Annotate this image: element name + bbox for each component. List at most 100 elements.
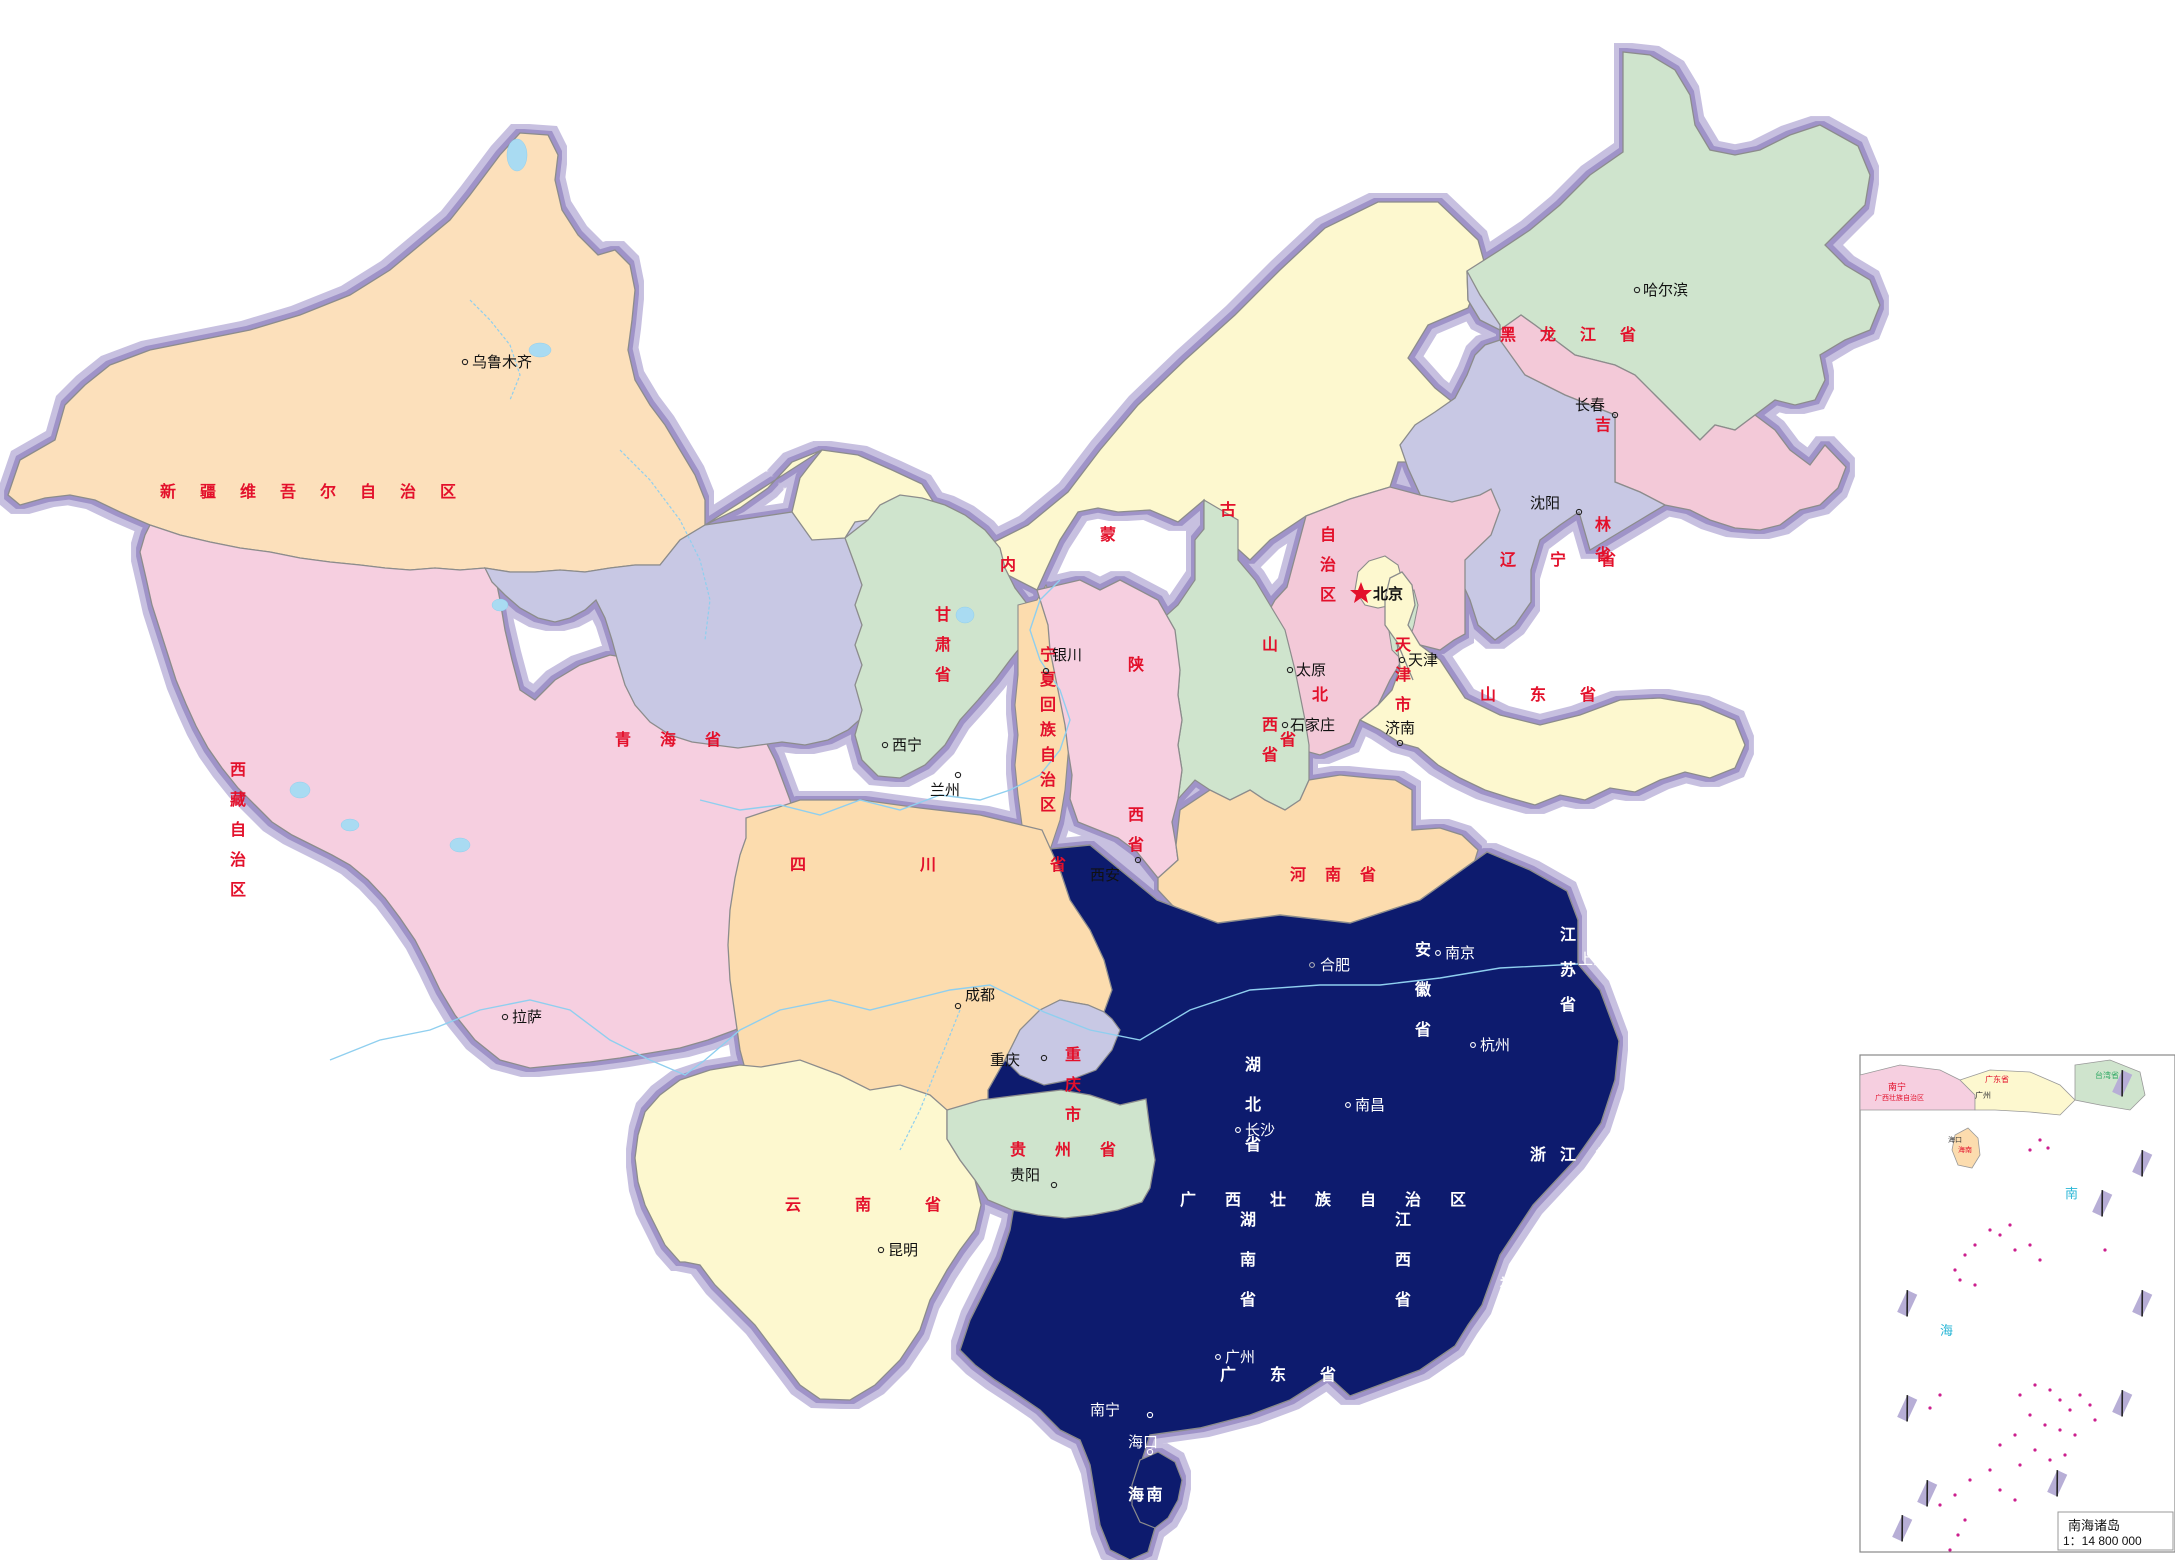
svg-text:贵阳: 贵阳 <box>1010 1167 1040 1184</box>
svg-text:西宁: 西宁 <box>892 737 922 754</box>
svg-text:山: 山 <box>1262 636 1278 654</box>
svg-text:湖: 湖 <box>1245 1056 1264 1074</box>
svg-text:古: 古 <box>1220 500 1239 519</box>
svg-text:海南: 海南 <box>1958 1145 1972 1154</box>
svg-text:省: 省 <box>1049 855 1066 874</box>
svg-text:西: 西 <box>1262 716 1278 734</box>
svg-text:海: 海 <box>660 730 679 749</box>
svg-text:省: 省 <box>924 1195 944 1214</box>
svg-text:南: 南 <box>1240 1250 1259 1269</box>
svg-text:1：14 800 000: 1：14 800 000 <box>2063 1534 2142 1548</box>
svg-text:广州: 广州 <box>1225 1349 1255 1366</box>
svg-text:南昌: 南昌 <box>1355 1097 1385 1114</box>
svg-text:北京: 北京 <box>1373 585 1403 603</box>
svg-text:兰州: 兰州 <box>930 782 960 799</box>
svg-text:省: 省 <box>1127 835 1144 854</box>
svg-text:东: 东 <box>1270 1365 1289 1384</box>
svg-text:重庆: 重庆 <box>990 1052 1020 1069</box>
svg-text:区: 区 <box>1040 796 1056 814</box>
svg-text:拉萨: 拉萨 <box>512 1009 542 1026</box>
svg-text:市: 市 <box>1395 695 1414 714</box>
svg-text:安: 安 <box>1415 940 1434 959</box>
svg-text:银川: 银川 <box>1052 647 1082 664</box>
svg-text:省: 省 <box>704 730 724 749</box>
svg-text:省: 省 <box>1594 1145 1614 1164</box>
svg-text:江: 江 <box>1560 926 1579 944</box>
svg-text:省: 省 <box>1579 685 1599 704</box>
svg-text:建: 建 <box>1540 1276 1559 1294</box>
svg-text:杭州: 杭州 <box>1480 1037 1510 1054</box>
svg-text:治: 治 <box>230 850 249 869</box>
svg-text:沈阳: 沈阳 <box>1530 495 1560 512</box>
svg-text:区: 区 <box>1320 586 1339 604</box>
svg-text:省: 省 <box>1579 1275 1599 1294</box>
svg-text:长春: 长春 <box>1575 397 1605 414</box>
svg-text:南海诸岛: 南海诸岛 <box>2068 1518 2120 1533</box>
svg-text:广州: 广州 <box>1975 1090 1991 1100</box>
svg-text:省: 省 <box>1261 745 1278 764</box>
svg-text:苏: 苏 <box>1560 960 1579 979</box>
svg-text:省: 省 <box>934 665 951 684</box>
svg-text:族: 族 <box>1040 720 1057 739</box>
svg-text:天津: 天津 <box>1408 652 1438 669</box>
svg-text:四: 四 <box>790 857 806 874</box>
svg-text:昆明: 昆明 <box>888 1242 918 1259</box>
svg-text:省: 省 <box>1599 550 1619 569</box>
svg-text:自: 自 <box>1040 745 1056 764</box>
svg-text:州: 州 <box>1054 1141 1074 1159</box>
svg-text:上海: 上海 <box>1578 951 1608 968</box>
svg-text:成都: 成都 <box>965 987 995 1004</box>
svg-text:广: 广 <box>1220 1365 1239 1384</box>
svg-text:重: 重 <box>1065 1045 1081 1064</box>
svg-text:云: 云 <box>785 1197 804 1214</box>
svg-text:台湾省: 台湾省 <box>2095 1070 2119 1080</box>
svg-text:自: 自 <box>1320 525 1339 544</box>
svg-text:南京: 南京 <box>1445 945 1475 962</box>
svg-text:市: 市 <box>1065 1105 1081 1124</box>
svg-text:福: 福 <box>1499 1275 1519 1294</box>
svg-text:陕: 陕 <box>1128 655 1144 674</box>
svg-text:西: 西 <box>1128 806 1144 824</box>
svg-text:省: 省 <box>1319 1365 1339 1384</box>
svg-text:内: 内 <box>1000 555 1019 574</box>
svg-text:南: 南 <box>855 1195 874 1214</box>
svg-text:肃: 肃 <box>935 636 951 654</box>
svg-text:北: 北 <box>1312 686 1331 704</box>
svg-text:藏: 藏 <box>230 790 249 809</box>
svg-text:省: 省 <box>1619 325 1639 344</box>
svg-text:林: 林 <box>1595 515 1611 534</box>
svg-text:青: 青 <box>615 730 634 749</box>
svg-text:江: 江 <box>1395 1211 1414 1229</box>
svg-text:西: 西 <box>1395 1251 1414 1269</box>
svg-text:龙: 龙 <box>1539 325 1559 344</box>
svg-text:回: 回 <box>1040 696 1056 714</box>
svg-text:山: 山 <box>1480 686 1499 704</box>
svg-text:自: 自 <box>230 820 249 839</box>
svg-text:江: 江 <box>1560 1146 1579 1164</box>
svg-text:东: 东 <box>1530 685 1549 704</box>
svg-text:南宁: 南宁 <box>1888 1081 1906 1092</box>
svg-text:河南省: 河南省 <box>1290 865 1379 884</box>
svg-text:西安: 西安 <box>1090 867 1120 884</box>
svg-text:石家庄: 石家庄 <box>1290 716 1335 734</box>
svg-text:江: 江 <box>1580 326 1599 344</box>
svg-text:广西壮族自治区: 广西壮族自治区 <box>1875 1093 1924 1102</box>
svg-text:广东省: 广东省 <box>1985 1074 2009 1084</box>
svg-text:海口: 海口 <box>1948 1135 1962 1144</box>
svg-text:区: 区 <box>230 881 249 899</box>
svg-text:黑: 黑 <box>1500 326 1519 344</box>
svg-text:北: 北 <box>1245 1096 1264 1114</box>
svg-text:辽: 辽 <box>1500 551 1519 569</box>
svg-text:夏: 夏 <box>1039 671 1057 689</box>
svg-text:海: 海 <box>1940 1323 1953 1338</box>
svg-text:长沙: 长沙 <box>1245 1122 1275 1139</box>
svg-text:西: 西 <box>230 761 249 779</box>
svg-text:蒙: 蒙 <box>1100 525 1119 544</box>
svg-text:合肥: 合肥 <box>1320 957 1350 974</box>
svg-text:贵: 贵 <box>1010 1140 1029 1159</box>
svg-text:济南: 济南 <box>1385 720 1415 737</box>
svg-text:南宁: 南宁 <box>1090 1402 1120 1419</box>
svg-text:海南: 海南 <box>1128 1485 1165 1504</box>
svg-text:海口: 海口 <box>1128 1434 1158 1451</box>
svg-text:太原: 太原 <box>1296 662 1326 679</box>
